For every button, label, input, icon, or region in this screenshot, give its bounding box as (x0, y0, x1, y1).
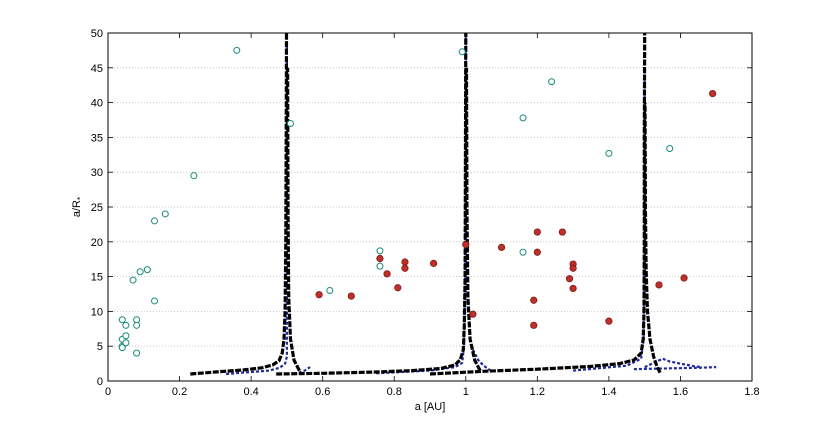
black-curve (429, 32, 647, 376)
filled-data-point (429, 259, 438, 267)
x-tick-label: 0.6 (315, 386, 330, 398)
filled-data-point (680, 274, 688, 282)
open-data-point (133, 321, 141, 329)
x-tick-label: 0 (105, 386, 111, 398)
open-data-point (519, 248, 527, 256)
filled-data-point (605, 317, 613, 325)
points-layer (118, 46, 717, 357)
open-data-point (161, 210, 169, 218)
open-data-point (376, 262, 384, 270)
y-tick-label: 35 (91, 132, 103, 144)
x-tick-label: 1.8 (744, 386, 759, 398)
open-data-point (666, 145, 674, 153)
open-data-point (122, 332, 130, 340)
blue-curve (633, 366, 717, 371)
x-tick-label: 1.4 (601, 386, 616, 398)
filled-data-point (462, 240, 470, 249)
filled-data-point (530, 321, 538, 329)
black-curve (190, 32, 289, 376)
black-curve (276, 32, 468, 376)
open-data-point (122, 321, 130, 329)
filled-data-point (533, 228, 541, 236)
open-data-point (129, 276, 137, 284)
filled-data-point (655, 281, 663, 289)
filled-data-point (401, 264, 409, 272)
open-data-point (548, 78, 556, 86)
filled-data-point (497, 243, 506, 251)
open-data-point (143, 266, 151, 274)
open-data-point (326, 287, 334, 295)
x-tick-label: 1.2 (530, 386, 545, 398)
open-data-point (133, 349, 141, 357)
filled-data-point (569, 264, 577, 272)
open-data-point (458, 48, 466, 56)
y-tick-label: 10 (91, 306, 103, 318)
filled-data-point (394, 284, 402, 292)
black-curve (286, 67, 301, 372)
filled-data-point (530, 296, 538, 304)
filled-data-point (709, 89, 717, 98)
blue-curve (644, 357, 703, 369)
y-tick-label: 45 (91, 63, 103, 75)
open-data-point (190, 172, 198, 180)
y-axis-label-main: a/R (71, 200, 83, 217)
filled-data-point (558, 228, 566, 236)
filled-data-point (565, 275, 574, 283)
open-data-point (151, 217, 159, 225)
x-axis-label: a [AU] (415, 401, 446, 413)
filled-data-point (569, 284, 577, 293)
open-data-point (286, 119, 294, 127)
y-tick-label: 15 (91, 272, 103, 284)
x-tick-label: 0.8 (387, 386, 402, 398)
blue-curve (471, 349, 492, 372)
axis-ticks: 0 0.2 0.4 0.6 0.8 1 1.2 1.4 1.6 1.8 0 5 10 15 20 25 30 35… (91, 28, 760, 398)
x-tick-label: 1.6 (673, 386, 688, 398)
open-data-point (233, 46, 241, 54)
black-curve (464, 67, 482, 372)
y-tick-label: 50 (91, 28, 103, 40)
grid-lines (108, 67, 752, 347)
blue-curve (226, 33, 288, 376)
filled-data-point (376, 254, 384, 263)
y-tick-label: 0 (97, 376, 103, 388)
filled-data-point (315, 291, 323, 299)
y-tick-label: 20 (91, 237, 103, 249)
y-tick-label: 30 (91, 167, 103, 179)
open-data-point (376, 247, 384, 255)
open-data-point (605, 149, 613, 157)
x-tick-label: 0.4 (243, 386, 258, 398)
open-data-point (122, 339, 130, 347)
filled-data-point (533, 248, 541, 256)
y-axis-label: a/R* (71, 197, 85, 217)
blue-curve (293, 366, 311, 376)
y-tick-label: 40 (91, 98, 103, 110)
y-tick-label: 25 (91, 202, 103, 214)
black-curve (643, 102, 662, 374)
open-data-point (519, 114, 527, 122)
open-data-point (151, 297, 159, 305)
y-axis-label-subscript: * (76, 197, 85, 200)
open-data-point (118, 316, 126, 324)
x-tick-label: 1 (463, 386, 469, 398)
open-data-point (136, 268, 144, 276)
open-data-point (118, 344, 126, 352)
filled-data-point (383, 270, 391, 278)
y-tick-label: 5 (97, 341, 103, 353)
x-tick-label: 0.2 (172, 386, 187, 398)
filled-data-point (347, 292, 355, 300)
blue-curve (376, 32, 467, 375)
filled-data-point (401, 258, 409, 266)
curves-layer (190, 32, 717, 376)
filled-data-point (469, 310, 477, 318)
